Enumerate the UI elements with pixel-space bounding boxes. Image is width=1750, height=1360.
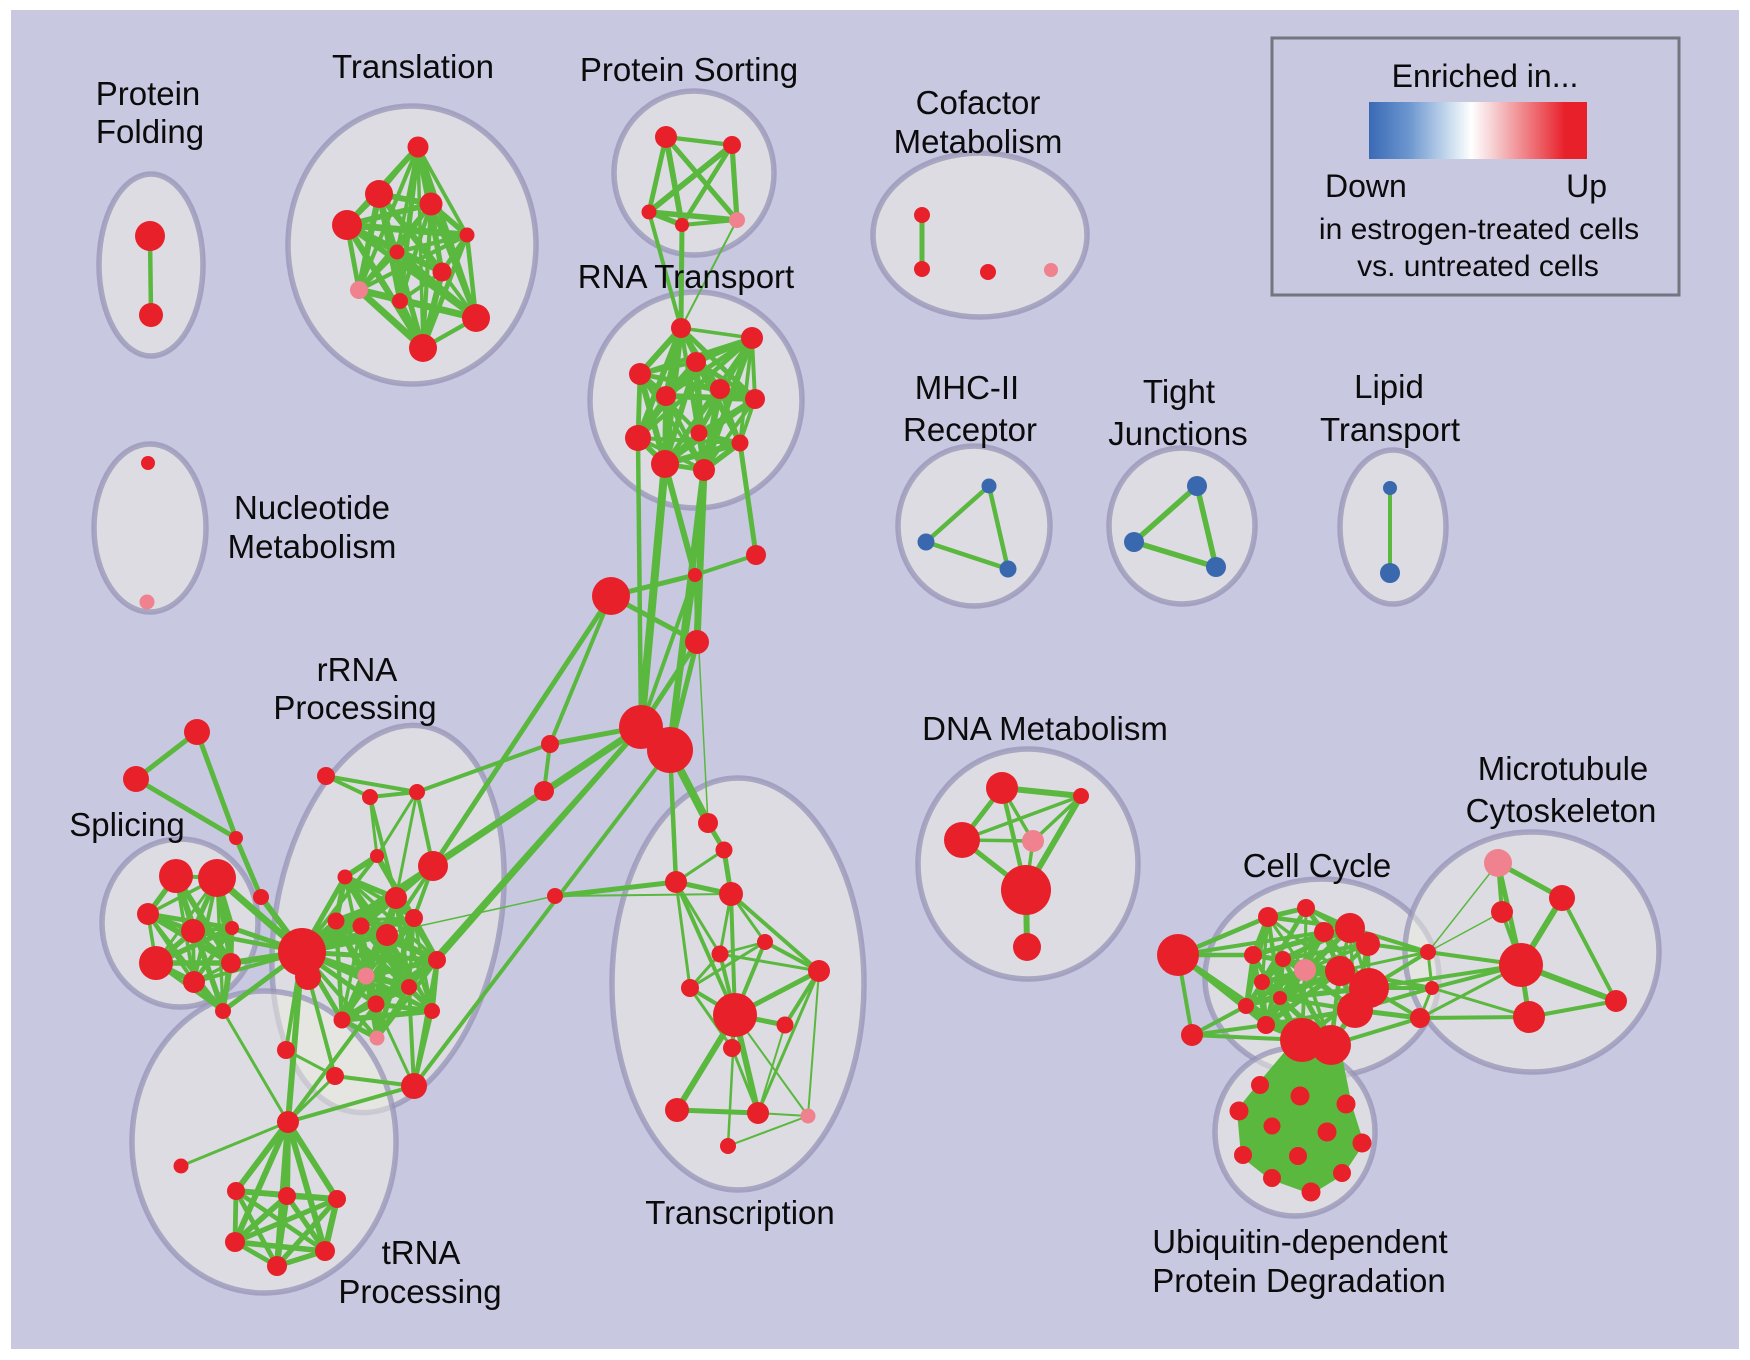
svg-text:Protein Sorting: Protein Sorting bbox=[580, 51, 798, 88]
svg-text:Transcription: Transcription bbox=[645, 1194, 835, 1231]
svg-text:Down: Down bbox=[1325, 168, 1407, 204]
svg-text:MHC-II: MHC-II bbox=[915, 369, 1019, 406]
svg-text:Processing: Processing bbox=[338, 1273, 501, 1310]
svg-text:Cell Cycle: Cell Cycle bbox=[1243, 847, 1392, 884]
svg-text:Protein Degradation: Protein Degradation bbox=[1152, 1262, 1446, 1299]
svg-text:tRNA: tRNA bbox=[382, 1234, 461, 1271]
svg-text:Splicing: Splicing bbox=[69, 806, 185, 843]
svg-text:vs. untreated cells: vs. untreated cells bbox=[1357, 250, 1599, 283]
svg-text:Processing: Processing bbox=[273, 689, 436, 726]
svg-text:Junctions: Junctions bbox=[1108, 415, 1247, 452]
svg-text:Metabolism: Metabolism bbox=[228, 528, 397, 565]
svg-text:Transport: Transport bbox=[1320, 411, 1460, 448]
svg-text:Translation: Translation bbox=[332, 48, 494, 85]
svg-text:Folding: Folding bbox=[96, 113, 204, 150]
svg-text:Enriched in...: Enriched in... bbox=[1392, 58, 1579, 94]
svg-text:DNA Metabolism: DNA Metabolism bbox=[922, 710, 1168, 747]
svg-text:Cofactor: Cofactor bbox=[916, 84, 1041, 121]
svg-text:Protein: Protein bbox=[96, 75, 201, 112]
svg-text:Lipid: Lipid bbox=[1354, 368, 1424, 405]
svg-text:Microtubule: Microtubule bbox=[1478, 750, 1649, 787]
svg-text:Cytoskeleton: Cytoskeleton bbox=[1466, 792, 1657, 829]
svg-text:rRNA: rRNA bbox=[317, 651, 398, 688]
svg-text:RNA Transport: RNA Transport bbox=[578, 258, 794, 295]
svg-text:Tight: Tight bbox=[1143, 373, 1215, 410]
svg-text:Nucleotide: Nucleotide bbox=[234, 489, 390, 526]
svg-text:Ubiquitin-dependent: Ubiquitin-dependent bbox=[1152, 1223, 1447, 1260]
svg-text:Receptor: Receptor bbox=[903, 411, 1037, 448]
svg-text:Metabolism: Metabolism bbox=[894, 123, 1063, 160]
svg-text:in estrogen-treated cells: in estrogen-treated cells bbox=[1319, 213, 1639, 246]
svg-text:Up: Up bbox=[1566, 168, 1607, 204]
